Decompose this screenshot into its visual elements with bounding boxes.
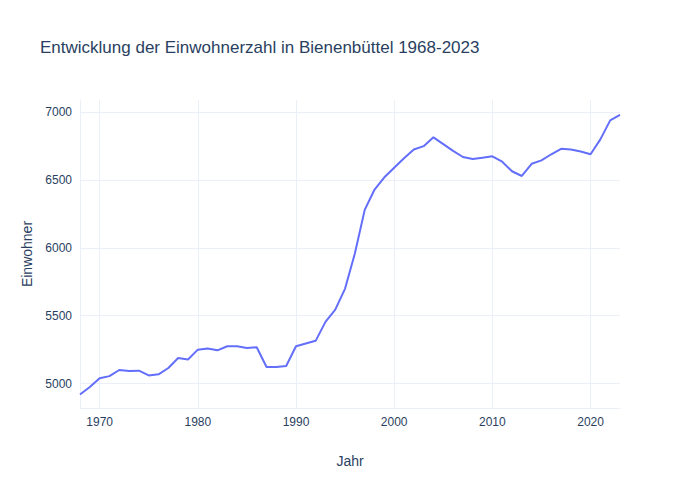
- svg-text:2010: 2010: [479, 415, 506, 429]
- svg-text:Einwohner: Einwohner: [19, 221, 35, 287]
- svg-text:6000: 6000: [45, 241, 72, 255]
- svg-text:7000: 7000: [45, 105, 72, 119]
- svg-text:Jahr: Jahr: [336, 453, 364, 469]
- svg-text:1970: 1970: [86, 415, 113, 429]
- svg-text:5000: 5000: [45, 377, 72, 391]
- svg-text:5500: 5500: [45, 309, 72, 323]
- svg-text:Entwicklung der Einwohnerzahl: Entwicklung der Einwohnerzahl in Bienenb…: [40, 38, 479, 57]
- svg-text:6500: 6500: [45, 173, 72, 187]
- svg-text:1990: 1990: [283, 415, 310, 429]
- svg-text:2000: 2000: [381, 415, 408, 429]
- svg-text:2020: 2020: [577, 415, 604, 429]
- svg-text:1980: 1980: [184, 415, 211, 429]
